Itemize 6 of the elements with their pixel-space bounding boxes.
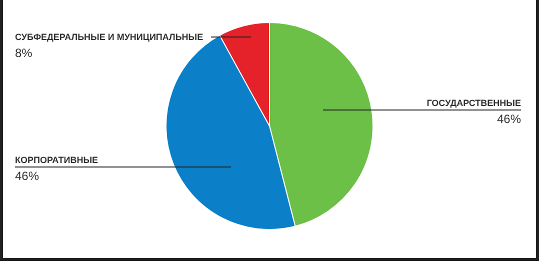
slice-label: СУБФЕДЕРАЛЬНЫЕ И МУНИЦИПАЛЬНЫЕ (15, 32, 204, 42)
data-label: 8% (15, 46, 33, 60)
data-label: 46% (496, 112, 522, 126)
data-label: 46% (15, 169, 40, 183)
slice-label: ГОСУДАРСТВЕННЫЕ (426, 98, 521, 108)
slice-label: КОРПОРАТИВНЫЕ (15, 155, 98, 165)
